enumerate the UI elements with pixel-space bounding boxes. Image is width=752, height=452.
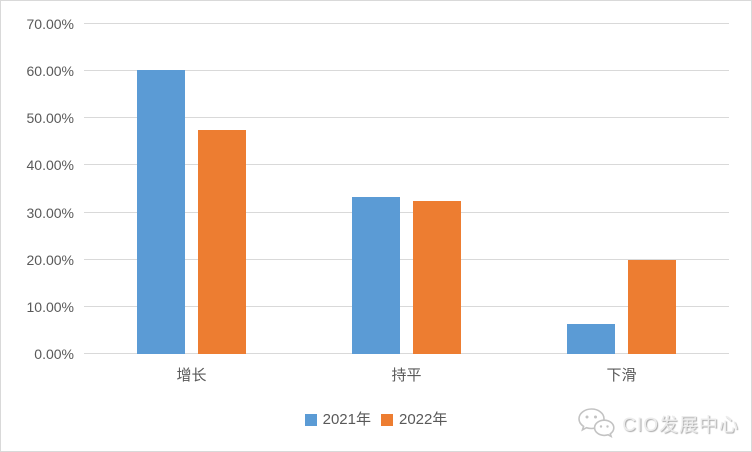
- gridline: [84, 117, 729, 119]
- gridline: [84, 258, 729, 260]
- y-tick-label: 50.00%: [26, 110, 74, 127]
- y-tick-label: 30.00%: [26, 204, 74, 221]
- gridline: [84, 305, 729, 307]
- legend-swatch-2021: [304, 414, 317, 426]
- x-tick-label-增长: 增长: [176, 367, 207, 384]
- gridline: [84, 353, 729, 354]
- legend: 2021年 2022年: [1, 410, 751, 430]
- y-tick-label: 20.00%: [26, 251, 74, 268]
- bar-2022年-持平: [413, 200, 461, 354]
- y-tick-label: 60.00%: [26, 63, 74, 80]
- x-tick-label-持平: 持平: [391, 367, 422, 384]
- watermark-text: CIO发展中心: [622, 414, 739, 436]
- legend-item-2021: 2021年: [304, 411, 371, 429]
- bar-2021年-增长: [136, 69, 185, 354]
- x-axis: 增长 持平 下滑: [84, 365, 729, 387]
- x-tick-label-下滑: 下滑: [606, 367, 637, 384]
- plot-area: [84, 23, 729, 354]
- bar-2022年-增长: [197, 130, 246, 354]
- y-tick-label: 10.00%: [26, 298, 74, 315]
- legend-label-2021: 2021年: [322, 411, 371, 428]
- watermark: CIO发展中心: [577, 403, 739, 443]
- bar-group-增长: [136, 24, 246, 354]
- bar-2021年-下滑: [567, 323, 615, 354]
- y-tick-label: 0.00%: [34, 346, 74, 362]
- y-axis: 0.00% 10.00% 20.00% 30.00% 40.00% 50.00% 60.00…: [1, 16, 74, 362]
- y-tick-label: 40.00%: [26, 157, 74, 174]
- bar-2021年-持平: [352, 197, 400, 354]
- gridline: [84, 211, 729, 213]
- wechat-icon: [578, 408, 615, 439]
- legend-swatch-2022: [381, 414, 393, 426]
- y-tick-label: 70.00%: [26, 16, 74, 32]
- gridline: [84, 164, 729, 166]
- gridline: [84, 70, 729, 72]
- bar-group-下滑: [567, 24, 676, 354]
- bar-2022年-下滑: [628, 259, 676, 354]
- gridline: [84, 23, 729, 24]
- bar-group-持平: [352, 24, 461, 354]
- legend-label-2022: 2022年: [399, 411, 448, 428]
- legend-item-2022: 2022年: [381, 411, 447, 429]
